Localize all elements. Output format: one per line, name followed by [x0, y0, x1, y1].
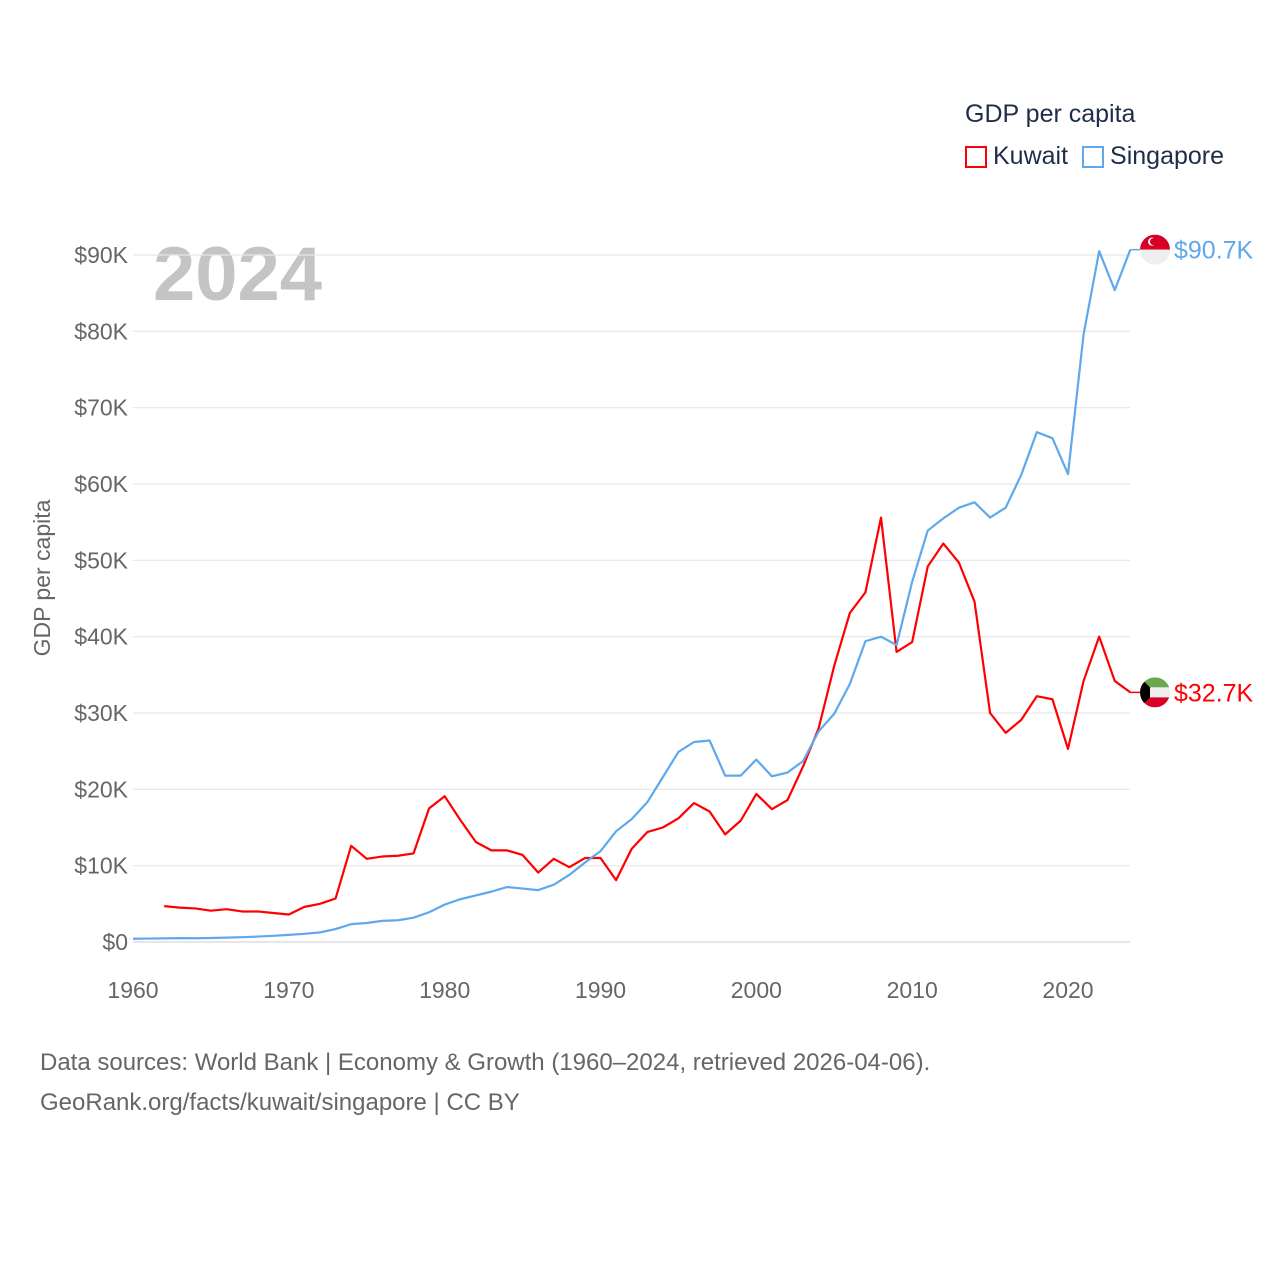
- end-value-label-singapore: $90.7K: [1174, 237, 1254, 265]
- legend-title: GDP per capita: [965, 100, 1136, 128]
- x-tick-label: 1980: [419, 977, 470, 1003]
- end-value-label-kuwait: $32.7K: [1174, 679, 1254, 707]
- year-watermark: 2024: [153, 232, 322, 317]
- legend-swatch-singapore: [1082, 145, 1105, 168]
- y-tick-label: $70K: [74, 395, 128, 421]
- y-tick-label: $20K: [74, 776, 128, 802]
- y-axis-label: GDP per capita: [29, 499, 55, 656]
- singapore-flag-icon: [1140, 234, 1170, 265]
- x-tick-label: 2010: [887, 977, 938, 1003]
- legend-item-singapore[interactable]: Singapore: [1082, 142, 1224, 171]
- legend-item-kuwait[interactable]: Kuwait: [965, 142, 1068, 171]
- series-line-singapore: [132, 249, 1132, 940]
- attribution: GeoRank.org/facts/kuwait/singapore | CC …: [40, 1089, 520, 1116]
- y-tick-label: $60K: [74, 471, 128, 497]
- y-tick-label: $30K: [74, 700, 128, 726]
- x-tick-label: 2020: [1042, 977, 1093, 1003]
- legend-label-kuwait: Kuwait: [993, 142, 1069, 170]
- series-line-kuwait: [164, 516, 1131, 916]
- x-tick-label: 1960: [107, 977, 158, 1003]
- x-tick-label: 1990: [575, 977, 626, 1003]
- y-tick-label: $10K: [74, 853, 128, 879]
- y-tick-label: $0: [102, 929, 128, 955]
- legend-swatch-kuwait: [965, 145, 987, 168]
- footer: Data sources: World Bank | Economy & Gro…: [40, 1043, 930, 1123]
- y-tick-label: $80K: [74, 318, 128, 344]
- y-tick-label: $50K: [74, 547, 128, 573]
- x-tick-label: 2000: [731, 977, 782, 1003]
- y-tick-label: $40K: [74, 624, 128, 650]
- x-tick-label: 1970: [263, 977, 314, 1003]
- data-sources: Data sources: World Bank | Economy & Gro…: [40, 1049, 931, 1076]
- y-tick-label: $90K: [74, 242, 128, 268]
- kuwait-flag-icon: [1140, 677, 1170, 708]
- legend: Kuwait Singapore: [965, 142, 1224, 171]
- legend-label-singapore: Singapore: [1110, 142, 1225, 170]
